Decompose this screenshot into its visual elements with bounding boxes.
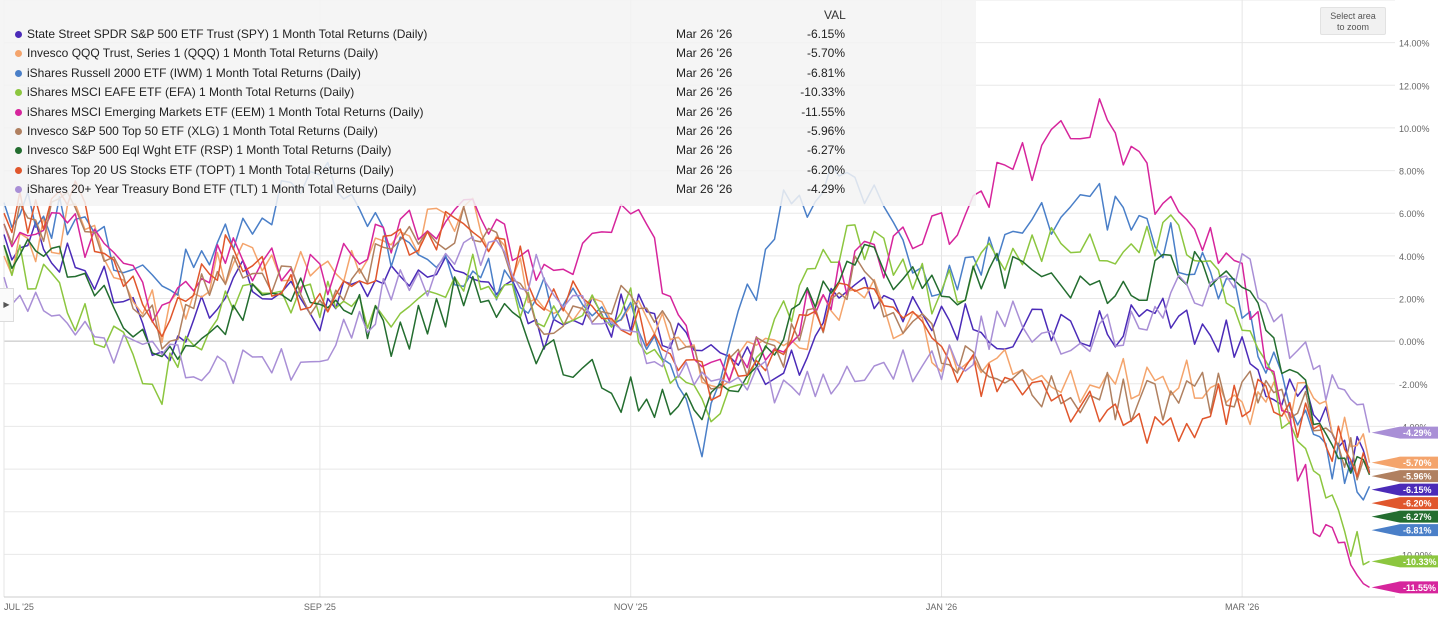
- legend-date: Mar 26 '26: [676, 143, 733, 158]
- y-tick-label: -10.00%: [1399, 550, 1433, 560]
- x-tick-label: SEP '25: [304, 602, 336, 612]
- x-tick-label: NOV '25: [614, 602, 648, 612]
- last-value-badge: [1371, 470, 1438, 483]
- last-value-badge: [1371, 497, 1438, 510]
- legend-value: -10.33%: [800, 85, 845, 100]
- last-value-badge: [1371, 456, 1438, 469]
- last-value-badge-label: -6.81%: [1403, 526, 1432, 536]
- legend-row[interactable]: iShares MSCI Emerging Markets ETF (EEM) …: [0, 103, 976, 122]
- y-tick-label: 14.00%: [1399, 39, 1430, 49]
- last-value-badge: [1371, 483, 1438, 496]
- last-value-badge: [1371, 510, 1438, 523]
- legend-date: Mar 26 '26: [676, 65, 733, 80]
- legend-date: Mar 26 '26: [676, 85, 733, 100]
- legend-row[interactable]: Invesco S&P 500 Top 50 ETF (XLG) 1 Month…: [0, 122, 976, 141]
- legend-dot-icon: [15, 128, 22, 135]
- y-tick-label: 0.00%: [1399, 337, 1425, 347]
- series-line: [3, 221, 1371, 474]
- legend-row[interactable]: iShares Top 20 US Stocks ETF (TOPT) 1 Mo…: [0, 161, 976, 180]
- legend-row[interactable]: Invesco S&P 500 Eql Wght ETF (RSP) 1 Mon…: [0, 141, 976, 160]
- expand-arrow-icon[interactable]: ▶: [0, 288, 14, 322]
- legend-date: Mar 26 '26: [676, 27, 733, 41]
- last-value-badge-label: -6.27%: [1403, 512, 1432, 522]
- series-line: [3, 98, 1370, 589]
- legend-value: -6.20%: [806, 162, 845, 177]
- legend-series-name: Invesco QQQ Trust, Series 1 (QQQ) 1 Mont…: [27, 46, 379, 61]
- last-value-badge-label: -4.29%: [1403, 428, 1432, 438]
- legend-series-name: iShares Russell 2000 ETF (IWM) 1 Month T…: [27, 65, 361, 80]
- x-axis: JUL '25 SEP '25 NOV '25 JAN '26 MAR '26: [4, 596, 1395, 612]
- legend-dot-icon: [15, 147, 22, 155]
- legend-dot-icon: [15, 166, 22, 174]
- legend-value-header: VAL: [824, 8, 846, 22]
- legend-value: -6.15%: [806, 27, 845, 41]
- legend-row[interactable]: iShares MSCI EAFE ETF (EFA) 1 Month Tota…: [0, 83, 976, 102]
- legend-panel: VAL State Street SPDR S&P 500 ETF Trust …: [0, 0, 976, 206]
- legend-series-name: State Street SPDR S&P 500 ETF Trust (SPY…: [27, 27, 428, 41]
- y-tick-label: -2.00%: [1399, 380, 1428, 390]
- zoom-button-line2: to zoom: [1336, 22, 1369, 32]
- legend-date: Mar 26 '26: [676, 124, 733, 138]
- x-tick-label: MAR '26: [1225, 602, 1259, 612]
- series-line: [3, 238, 1371, 476]
- series-line: [3, 180, 1371, 478]
- y-tick-label: 10.00%: [1399, 124, 1430, 134]
- legend-series-name: iShares 20+ Year Treasury Bond ETF (TLT)…: [27, 182, 417, 197]
- select-area-to-zoom-button[interactable]: Select area to zoom: [1320, 7, 1386, 35]
- y-tick-label: 6.00%: [1399, 209, 1425, 219]
- legend-value: -5.70%: [806, 46, 845, 61]
- y-tick-label: 2.00%: [1399, 295, 1425, 305]
- last-value-badges: -4.29% -5.70% -5.96% -6.15% -6.20% -6.27% -6.8…: [1371, 426, 1438, 594]
- last-value-badge-label: -10.33%: [1403, 557, 1437, 567]
- legend-dot-icon: [15, 50, 22, 58]
- last-value-badge: [1371, 555, 1438, 568]
- legend-date: Mar 26 '26: [676, 182, 733, 197]
- series-line: [3, 197, 1371, 463]
- y-tick-label: 8.00%: [1399, 167, 1425, 177]
- legend-series-name: Invesco S&P 500 Eql Wght ETF (RSP) 1 Mon…: [27, 143, 392, 158]
- last-value-badge-label: -11.55%: [1403, 583, 1436, 593]
- legend-dot-icon: [15, 69, 22, 77]
- zoom-button-line1: Select area: [1330, 11, 1376, 21]
- legend-series-name: iShares MSCI EAFE ETF (EFA) 1 Month Tota…: [27, 85, 355, 100]
- last-value-badge-label: -5.96%: [1403, 472, 1432, 482]
- legend-dot-icon: [15, 31, 22, 38]
- last-value-badge: [1371, 426, 1438, 439]
- last-value-badge: [1371, 524, 1438, 537]
- series-line: [3, 214, 1370, 566]
- legend-row[interactable]: iShares 20+ Year Treasury Bond ETF (TLT)…: [0, 180, 976, 199]
- legend-dot-icon: [15, 108, 22, 116]
- legend-value: -5.96%: [806, 124, 845, 138]
- x-tick-label: JAN '26: [926, 602, 957, 612]
- legend-dot-icon: [15, 89, 22, 97]
- legend-series-name: iShares Top 20 US Stocks ETF (TOPT) 1 Mo…: [27, 162, 394, 177]
- series-lines: [3, 98, 1371, 589]
- legend-row[interactable]: State Street SPDR S&P 500 ETF Trust (SPY…: [0, 25, 976, 44]
- legend-value: -11.55%: [801, 104, 845, 119]
- y-tick-label: 4.00%: [1399, 252, 1425, 262]
- legend-value: -4.29%: [806, 182, 845, 197]
- legend-date: Mar 26 '26: [676, 46, 733, 61]
- y-tick-label: 12.00%: [1399, 81, 1430, 91]
- last-value-badge-label: -6.15%: [1403, 485, 1432, 495]
- legend-date: Mar 26 '26: [676, 104, 733, 119]
- legend-value: -6.27%: [806, 143, 845, 158]
- legend-row[interactable]: Invesco QQQ Trust, Series 1 (QQQ) 1 Mont…: [0, 44, 976, 63]
- last-value-badge: [1371, 581, 1438, 594]
- legend-date: Mar 26 '26: [676, 162, 733, 177]
- last-value-badge-label: -6.20%: [1403, 499, 1432, 509]
- legend-series-name: Invesco S&P 500 Top 50 ETF (XLG) 1 Month…: [27, 124, 378, 138]
- legend-row[interactable]: iShares Russell 2000 ETF (IWM) 1 Month T…: [0, 64, 976, 83]
- legend-series-name: iShares MSCI Emerging Markets ETF (EEM) …: [27, 104, 424, 119]
- series-line: [3, 236, 1371, 433]
- legend-dot-icon: [15, 186, 22, 194]
- x-tick-label: JUL '25: [4, 602, 34, 612]
- series-line: [3, 191, 1371, 481]
- legend-value: -6.81%: [806, 65, 845, 80]
- last-value-badge-label: -5.70%: [1403, 458, 1432, 468]
